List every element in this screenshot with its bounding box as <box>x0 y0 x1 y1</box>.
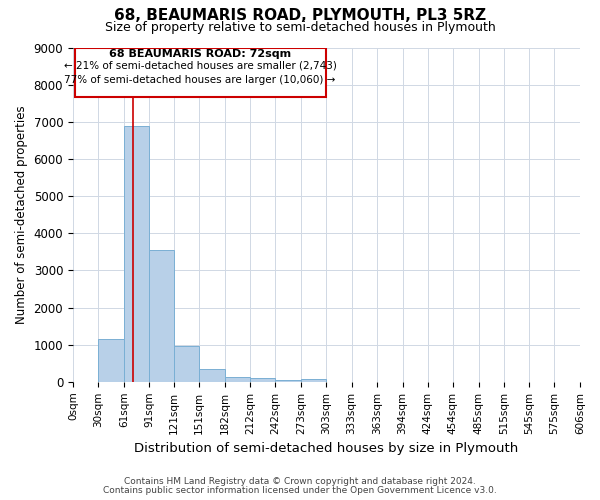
Bar <box>225 376 250 382</box>
Bar <box>74 48 326 96</box>
Bar <box>149 250 174 382</box>
Text: 68 BEAUMARIS ROAD: 72sqm: 68 BEAUMARIS ROAD: 72sqm <box>109 49 291 59</box>
Text: ← 21% of semi-detached houses are smaller (2,743): ← 21% of semi-detached houses are smalle… <box>64 60 337 70</box>
Text: Contains HM Land Registry data © Crown copyright and database right 2024.: Contains HM Land Registry data © Crown c… <box>124 477 476 486</box>
Bar <box>98 340 124 382</box>
Text: Contains public sector information licensed under the Open Government Licence v3: Contains public sector information licen… <box>103 486 497 495</box>
Text: 77% of semi-detached houses are larger (10,060) →: 77% of semi-detached houses are larger (… <box>64 75 336 85</box>
Text: Size of property relative to semi-detached houses in Plymouth: Size of property relative to semi-detach… <box>104 21 496 34</box>
Bar <box>275 380 301 382</box>
Bar <box>301 379 326 382</box>
Bar <box>250 378 275 382</box>
Y-axis label: Number of semi-detached properties: Number of semi-detached properties <box>15 106 28 324</box>
Bar <box>199 369 225 382</box>
X-axis label: Distribution of semi-detached houses by size in Plymouth: Distribution of semi-detached houses by … <box>134 442 518 455</box>
Bar <box>174 346 199 382</box>
Bar <box>124 126 149 382</box>
Text: 68, BEAUMARIS ROAD, PLYMOUTH, PL3 5RZ: 68, BEAUMARIS ROAD, PLYMOUTH, PL3 5RZ <box>114 8 486 22</box>
